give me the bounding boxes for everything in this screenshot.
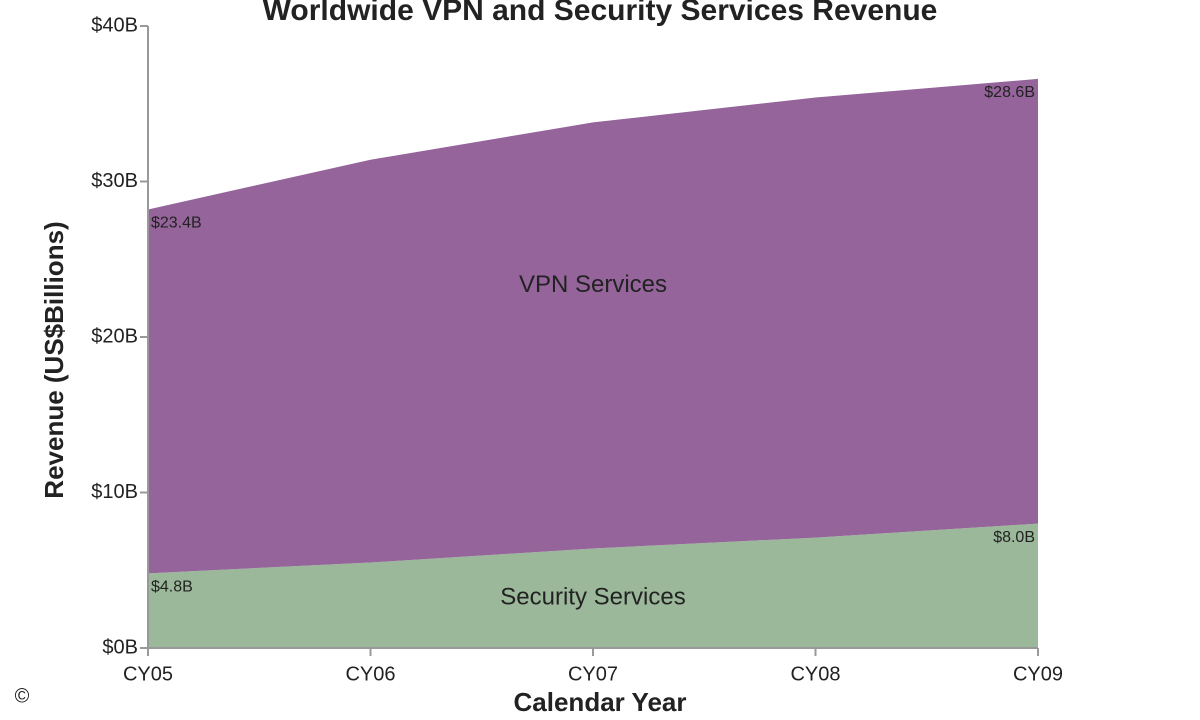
- chart-title: Worldwide VPN and Security Services Reve…: [263, 0, 938, 27]
- value-label: $4.8B: [151, 579, 193, 596]
- y-axis-label: Revenue (US$Billions): [39, 221, 69, 498]
- y-tick-label: $20B: [91, 325, 138, 347]
- x-tick-label: CY09: [1013, 663, 1063, 685]
- watermark: ©: [15, 685, 30, 707]
- x-tick-label: CY08: [790, 663, 840, 685]
- y-tick-label: $40B: [91, 14, 138, 36]
- value-label: $8.0B: [993, 529, 1035, 546]
- area: [148, 523, 1038, 648]
- value-label: $23.4B: [151, 215, 202, 232]
- series-label: VPN Services: [519, 271, 667, 298]
- y-tick-label: $0B: [102, 636, 138, 658]
- x-tick-label: CY06: [345, 663, 395, 685]
- area: [148, 78, 1038, 574]
- x-tick-label: CY05: [123, 663, 173, 685]
- x-tick-label: CY07: [568, 663, 618, 685]
- value-label: $28.6B: [984, 84, 1035, 101]
- x-axis-label: Calendar Year: [514, 687, 687, 717]
- y-tick-label: $30B: [91, 170, 138, 192]
- series-label: Security Services: [500, 584, 685, 611]
- y-tick-label: $10B: [91, 481, 138, 503]
